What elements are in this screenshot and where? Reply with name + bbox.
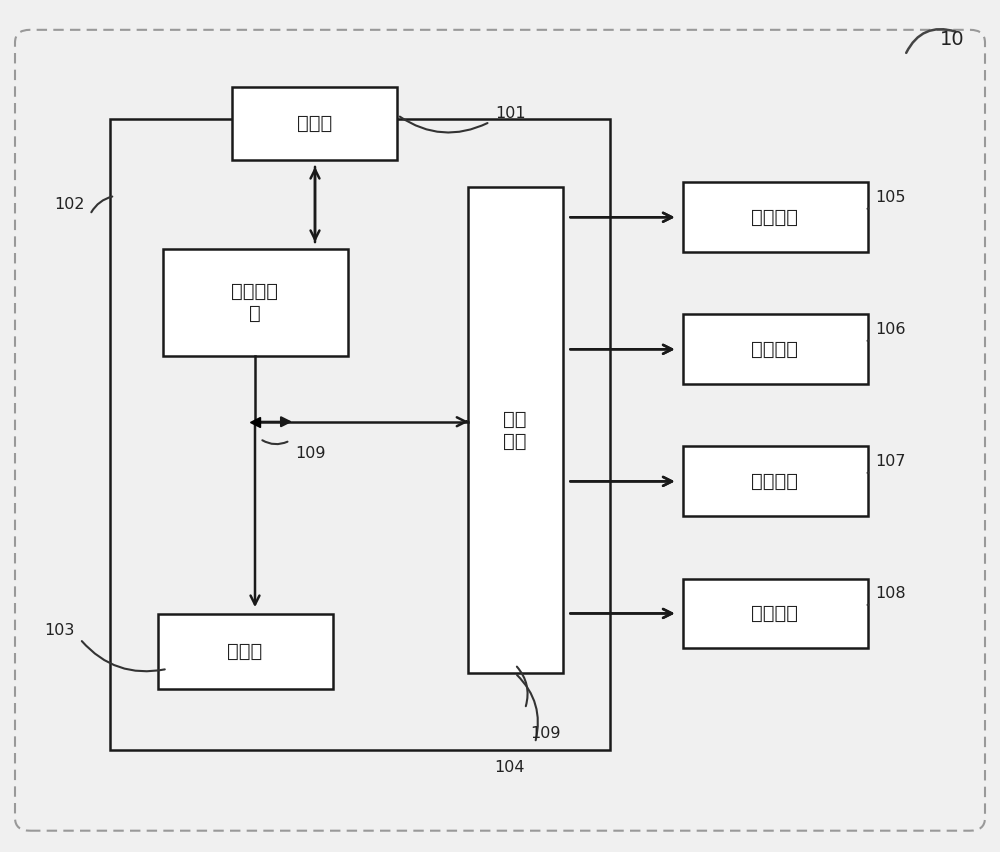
Bar xyxy=(110,119,610,750)
Text: 外设
接口: 外设 接口 xyxy=(503,410,527,451)
Text: 存储控制
器: 存储控制 器 xyxy=(232,282,278,323)
Bar xyxy=(682,579,868,648)
Text: 109: 109 xyxy=(295,446,326,461)
Text: 按键模块: 按键模块 xyxy=(752,340,798,359)
Text: 104: 104 xyxy=(495,760,525,775)
Bar xyxy=(158,614,332,689)
Text: 10: 10 xyxy=(940,30,965,49)
Text: 105: 105 xyxy=(875,190,906,205)
Text: 106: 106 xyxy=(875,322,906,337)
Text: 触控屏幕: 触控屏幕 xyxy=(752,604,798,623)
Bar xyxy=(682,182,868,252)
Text: 处理器: 处理器 xyxy=(227,642,263,661)
Bar xyxy=(682,314,868,384)
Bar xyxy=(162,249,348,356)
Bar xyxy=(232,88,397,160)
Text: 音频模块: 音频模块 xyxy=(752,472,798,491)
Text: 109: 109 xyxy=(530,726,560,741)
Text: 103: 103 xyxy=(45,623,75,638)
Text: 108: 108 xyxy=(875,586,906,602)
Text: 射频模块: 射频模块 xyxy=(752,208,798,227)
Text: 101: 101 xyxy=(495,106,526,121)
FancyBboxPatch shape xyxy=(15,30,985,831)
Text: 存储器: 存储器 xyxy=(297,114,333,133)
Text: 102: 102 xyxy=(54,197,85,212)
Text: 107: 107 xyxy=(875,454,906,469)
Bar xyxy=(682,446,868,516)
Bar xyxy=(468,187,562,673)
